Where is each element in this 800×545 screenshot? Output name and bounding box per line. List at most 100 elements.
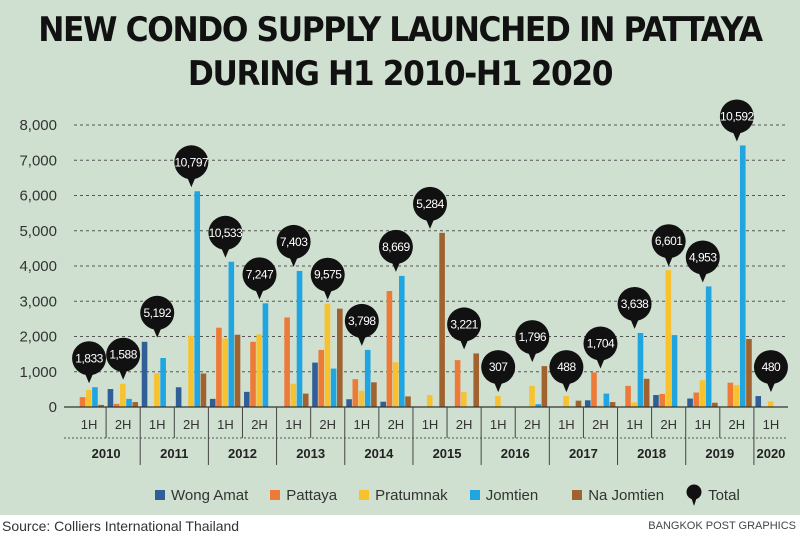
total-marker-circle xyxy=(242,257,277,292)
bar-na-jomtien xyxy=(541,366,548,407)
bar-wong-amat xyxy=(755,396,762,407)
total-marker-circle xyxy=(651,224,686,259)
total-marker-circle xyxy=(174,145,209,180)
bar-wong-amat xyxy=(380,401,387,407)
bar-pattaya xyxy=(284,317,290,407)
bar-pattaya xyxy=(250,341,256,407)
bar-pattaya xyxy=(727,382,734,407)
total-label: 1,588 xyxy=(109,348,137,362)
total-marker: 10,797 xyxy=(174,145,210,188)
bar-jomtien xyxy=(364,349,371,407)
bar-jomtien xyxy=(705,286,712,407)
total-label: 1,796 xyxy=(519,330,547,344)
bar-na-jomtien xyxy=(643,378,650,407)
legend-swatch-pattaya xyxy=(270,490,281,500)
year-label: 2020 xyxy=(756,446,785,461)
total-label: 7,403 xyxy=(280,235,308,249)
bar-na-jomtien xyxy=(302,393,309,407)
x-tick-label: 1H xyxy=(626,417,643,432)
bar-na-jomtien xyxy=(405,396,411,407)
x-tick-label: 1H xyxy=(217,417,234,432)
x-tick-label: 2H xyxy=(388,417,405,432)
total-marker-circle xyxy=(447,307,482,342)
x-tick-label: 2H xyxy=(456,417,473,432)
bar-pratumnak xyxy=(120,383,126,407)
legend-item-jomtien: Jomtien xyxy=(469,487,538,504)
total-marker: 9,575 xyxy=(310,257,345,300)
total-marker-circle xyxy=(106,337,141,372)
legend: Wong Amat Pattaya Pratumnak Jomtien Na J… xyxy=(155,484,762,506)
total-marker: 1,704 xyxy=(583,326,618,369)
total-markers: 1,833 1,588 5,192 10,797 10,533 7,247 7,403 9,5… xyxy=(72,99,788,393)
bar-na-jomtien xyxy=(371,382,377,407)
total-marker-circle xyxy=(72,341,107,376)
bar-wong-amat xyxy=(584,400,591,407)
bar-wong-amat xyxy=(175,387,182,407)
bar-na-jomtien xyxy=(337,308,343,407)
year-label: 2010 xyxy=(92,446,121,461)
legend-item-na-jomtien: Na Jomtien xyxy=(572,487,664,504)
bar-jomtien xyxy=(535,404,541,407)
y-tick-label: 8,000 xyxy=(19,117,57,134)
bar-jomtien xyxy=(739,145,746,407)
total-marker-circle xyxy=(481,350,516,385)
bar-na-jomtien xyxy=(132,402,139,407)
year-label: 2017 xyxy=(569,446,598,461)
y-tick-label: 6,000 xyxy=(19,188,57,205)
legend-item-pratumnak: Pratumnak xyxy=(359,487,448,504)
bar-jomtien xyxy=(399,275,405,407)
x-tick-label: 2H xyxy=(115,417,132,432)
total-label: 3,638 xyxy=(621,297,649,311)
total-marker: 6,601 xyxy=(651,224,686,267)
x-tick-label: 1H xyxy=(763,417,780,432)
total-marker: 7,247 xyxy=(242,257,277,300)
total-marker: 1,588 xyxy=(106,337,141,380)
bar-pattaya xyxy=(386,291,393,407)
bar-pratumnak xyxy=(631,402,638,407)
x-tick-label: 1H xyxy=(694,417,711,432)
total-label: 488 xyxy=(557,360,576,374)
bar-wong-amat xyxy=(107,389,114,407)
y-tick-label: 7,000 xyxy=(19,152,57,169)
bar-pratumnak xyxy=(563,396,569,407)
bars xyxy=(79,145,774,407)
total-label: 6,601 xyxy=(655,234,683,248)
bar-pratumnak xyxy=(426,395,433,407)
bar-pratumnak xyxy=(767,401,774,407)
bar-na-jomtien xyxy=(746,338,752,407)
bar-pratumnak xyxy=(290,383,297,407)
legend-swatch-wong-amat xyxy=(155,490,165,500)
total-marker-circle xyxy=(378,229,413,264)
legend-label-wong-amat: Wong Amat xyxy=(171,486,249,504)
bar-pattaya xyxy=(216,327,222,407)
bar-na-jomtien xyxy=(712,402,718,407)
total-label: 1,704 xyxy=(587,336,615,350)
total-label: 307 xyxy=(489,360,508,374)
bar-pattaya xyxy=(113,403,120,407)
bar-pratumnak xyxy=(324,303,331,407)
x-tick-label: 1H xyxy=(353,417,370,432)
bar-pratumnak xyxy=(188,335,194,407)
chart-title-line-2: DURING H1 2010-H1 2020 xyxy=(187,54,614,94)
total-marker-circle xyxy=(310,257,345,292)
bar-na-jomtien xyxy=(473,353,479,407)
map-pin-icon xyxy=(686,484,702,506)
total-marker: 4,953 xyxy=(685,240,720,283)
total-marker: 8,669 xyxy=(378,229,413,272)
total-marker: 307 xyxy=(481,350,516,393)
bar-pratumnak xyxy=(392,362,399,407)
year-label: 2012 xyxy=(228,446,257,461)
legend-swatch-na-jomtien xyxy=(572,490,583,500)
total-marker: 488 xyxy=(549,350,584,393)
bar-jomtien xyxy=(637,332,644,407)
bar-jomtien xyxy=(160,358,166,407)
legend-swatch-jomtien xyxy=(469,490,480,500)
year-label: 2011 xyxy=(160,446,188,461)
total-marker: 3,798 xyxy=(344,303,379,346)
total-label: 9,575 xyxy=(314,268,342,282)
bar-wong-amat xyxy=(346,399,352,407)
total-marker: 1,833 xyxy=(72,341,107,384)
total-marker-circle xyxy=(617,286,652,321)
year-label: 2014 xyxy=(364,446,394,461)
bar-pratumnak xyxy=(495,396,501,407)
